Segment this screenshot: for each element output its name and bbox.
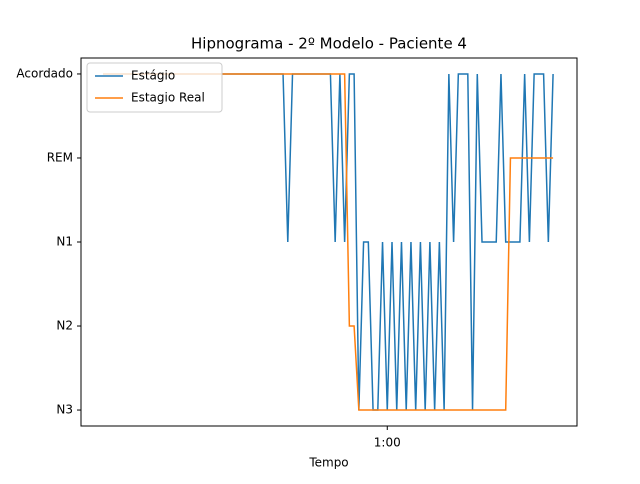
x-axis-label: Tempo [308, 456, 348, 470]
chart-title: Hipnograma - 2º Modelo - Paciente 4 [191, 35, 467, 53]
legend: Estágio Estagio Real [86, 62, 223, 113]
x-tick-label: 1:00 [374, 436, 401, 450]
y-tick-label: N3 [56, 403, 73, 417]
y-tick-label: N2 [56, 319, 73, 333]
y-tick-label: Acordado [16, 66, 73, 80]
legend-label: Estágio [131, 69, 175, 83]
y-tick-label: REM [47, 150, 73, 164]
y-tick-label: N1 [56, 235, 73, 249]
legend-label: Estagio Real [131, 91, 205, 105]
